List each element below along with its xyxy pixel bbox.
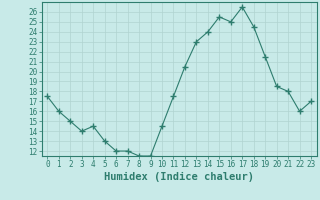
X-axis label: Humidex (Indice chaleur): Humidex (Indice chaleur) — [104, 172, 254, 182]
